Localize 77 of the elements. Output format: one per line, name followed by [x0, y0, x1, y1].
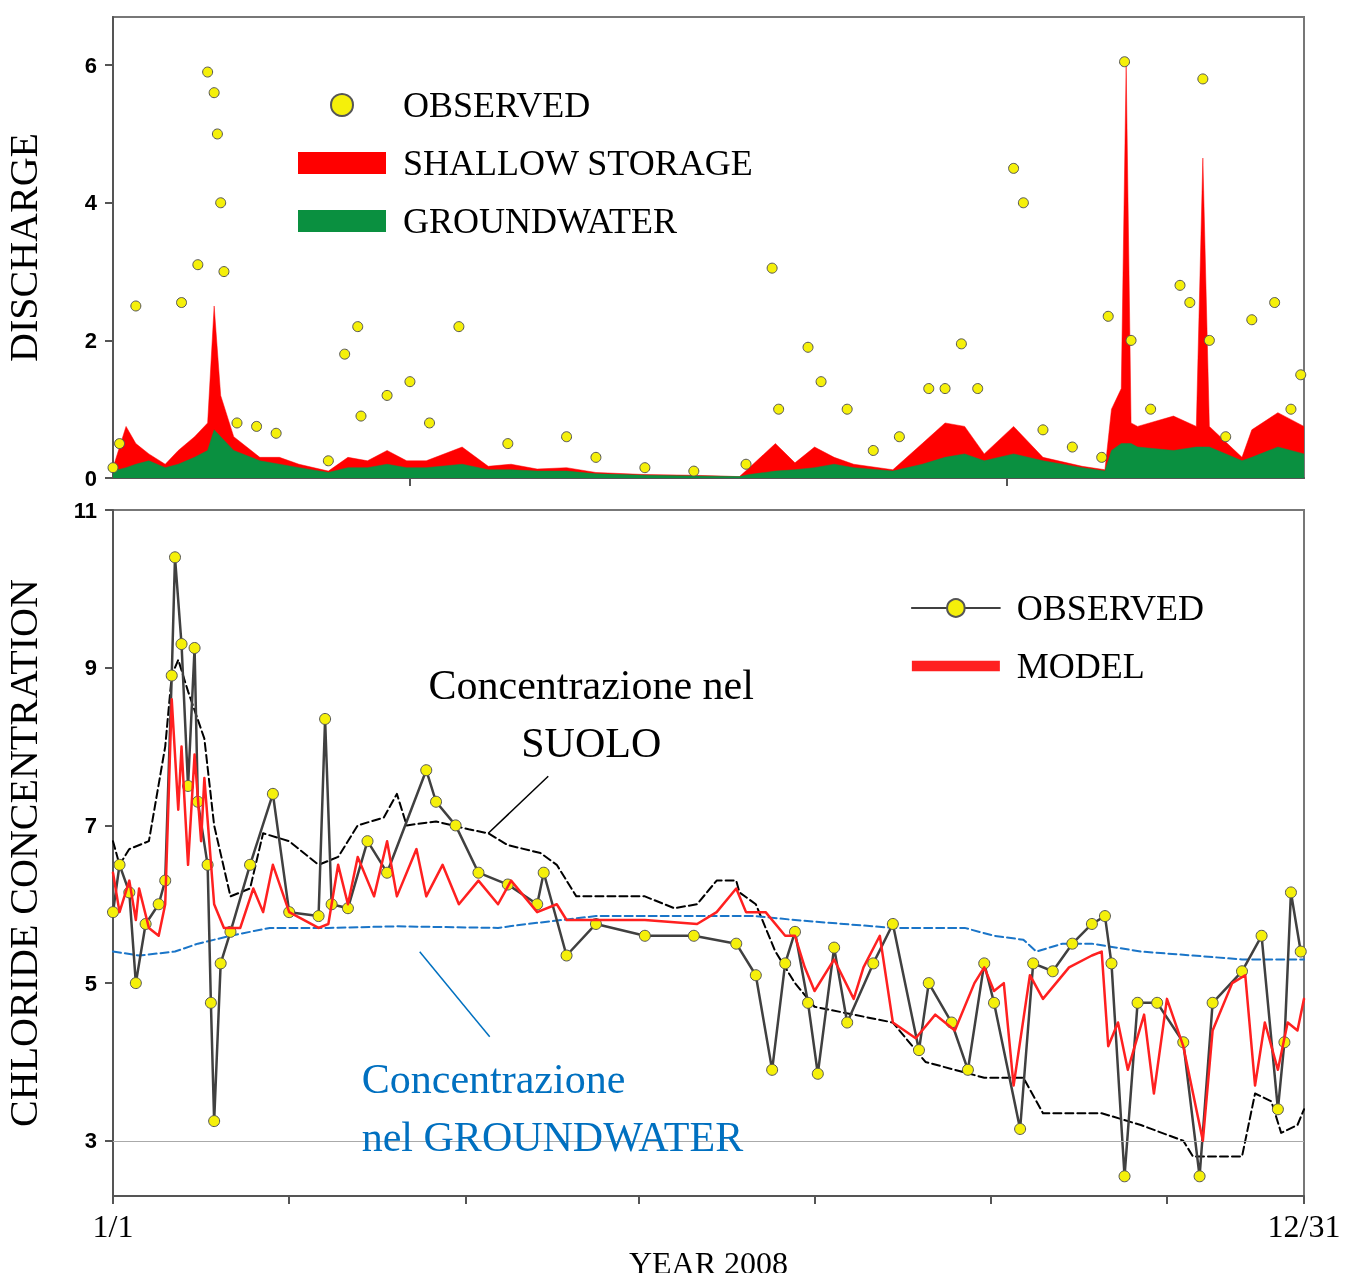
point	[251, 420, 263, 432]
y-axis-title: DISCHARGE	[0, 133, 46, 362]
point	[208, 87, 220, 99]
point	[1125, 334, 1137, 346]
point	[939, 383, 951, 395]
legend-label: SHALLOW STORAGE	[403, 143, 753, 183]
point	[802, 341, 814, 353]
point	[404, 376, 416, 388]
point	[339, 348, 351, 360]
point	[231, 417, 243, 429]
point	[773, 403, 785, 415]
legend-label: OBSERVED	[403, 85, 591, 125]
point	[322, 455, 334, 467]
legend-label: GROUNDWATER	[403, 201, 677, 241]
point	[424, 417, 436, 429]
point	[114, 438, 126, 450]
y-tick-label: 6	[84, 52, 97, 78]
point	[1220, 431, 1232, 443]
point	[1096, 451, 1108, 463]
point	[740, 458, 752, 470]
point	[590, 451, 602, 463]
point	[766, 262, 778, 274]
point	[453, 321, 465, 333]
point	[1066, 441, 1078, 453]
legend-label: MODEL	[1016, 646, 1145, 686]
point	[923, 383, 935, 395]
point	[381, 389, 393, 401]
point	[815, 376, 827, 388]
point	[955, 338, 967, 350]
point	[1145, 403, 1157, 415]
point	[1119, 56, 1131, 68]
point	[1203, 334, 1215, 346]
point	[1017, 197, 1029, 209]
point	[215, 197, 227, 209]
point	[1184, 297, 1196, 309]
y-tick-label: 9	[84, 655, 97, 681]
y-tick-label: 5	[84, 970, 97, 996]
point	[107, 462, 119, 474]
point	[192, 259, 204, 271]
annotation: Concentrazione nel SUOLO	[428, 662, 754, 767]
point	[502, 438, 514, 450]
point	[1008, 162, 1020, 174]
point	[202, 66, 214, 78]
y-tick-label: 3	[84, 1128, 97, 1154]
point	[355, 410, 367, 422]
point	[270, 427, 282, 439]
point	[972, 383, 984, 395]
y-axis-title: CHLORIDE CONCENTRATION	[0, 579, 46, 1127]
point	[1102, 310, 1114, 322]
point	[211, 128, 223, 140]
point	[1037, 424, 1049, 436]
point	[1285, 403, 1297, 415]
point	[130, 300, 142, 312]
point	[688, 465, 700, 477]
point	[176, 297, 188, 309]
point	[1197, 73, 1209, 85]
y-tick-label: 2	[84, 327, 97, 353]
y-tick-label: 0	[84, 465, 97, 491]
point	[1269, 297, 1281, 309]
y-tick-label: 7	[84, 812, 97, 838]
point	[218, 266, 230, 278]
point	[352, 321, 364, 333]
point	[1174, 279, 1186, 291]
legend-label: OBSERVED	[1016, 588, 1204, 628]
line-series	[112, 915, 1305, 961]
annotation: Concentrazione nel GROUNDWATER	[361, 1055, 744, 1160]
point	[841, 403, 853, 415]
point	[561, 431, 573, 443]
point	[1295, 369, 1307, 381]
point	[1246, 314, 1258, 326]
x-tick-label: 1/1	[92, 1208, 134, 1244]
point	[639, 462, 651, 474]
y-tick-label: 4	[84, 190, 98, 216]
y-tick-label: 11	[73, 497, 97, 523]
point	[867, 444, 879, 456]
point	[893, 431, 905, 443]
x-tick-label: 12/31	[1267, 1208, 1341, 1244]
